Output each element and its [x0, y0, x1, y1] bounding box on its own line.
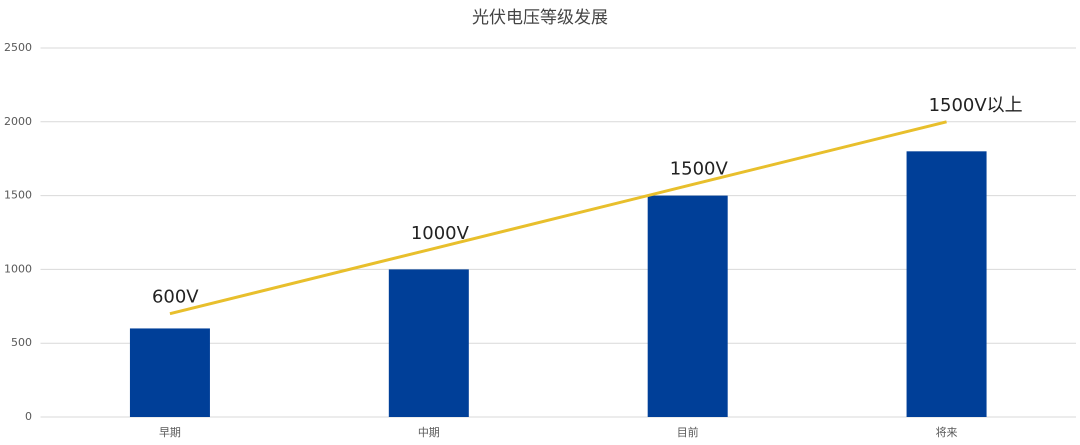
chart-title: 光伏电压等级发展	[472, 8, 608, 28]
annotation: 1500V以上	[929, 95, 1023, 116]
y-tick-label: 500	[11, 336, 32, 349]
bar	[647, 195, 728, 417]
x-tick-label: 目前	[677, 425, 699, 439]
x-tick-label: 早期	[159, 426, 181, 439]
trend-line	[169, 120, 947, 316]
annotation: 1000V	[411, 223, 470, 244]
y-tick-label: 2000	[4, 115, 32, 128]
annotation: 600V	[152, 287, 199, 308]
x-tick-label: 中期	[418, 426, 440, 439]
y-tick-label: 2500	[4, 41, 32, 54]
y-tick-label: 1500	[4, 189, 32, 202]
bar	[906, 151, 987, 417]
bar	[388, 269, 469, 417]
annotation: 1500V	[670, 159, 729, 180]
y-tick-label: 0	[25, 410, 32, 423]
x-tick-label: 将来	[936, 426, 958, 439]
bar	[129, 328, 210, 417]
y-tick-label: 1000	[4, 262, 32, 275]
